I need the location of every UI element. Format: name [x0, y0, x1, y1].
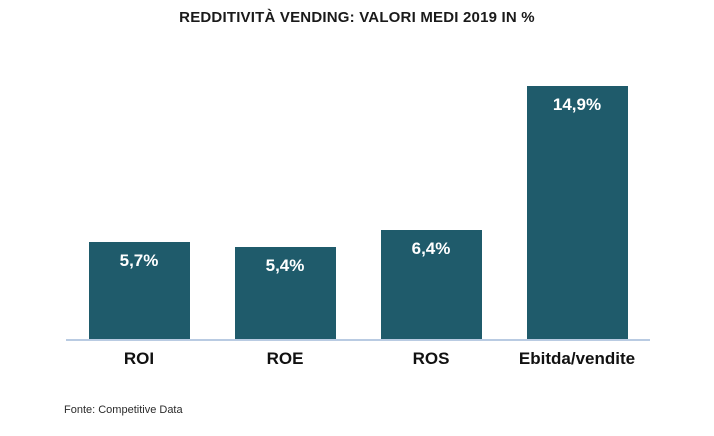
bar-slot-ros: 6,4% [358, 69, 504, 339]
plot-area: 5,7% 5,4% 6,4% 14,9% [66, 69, 650, 341]
chart-title: REDDITIVITÀ VENDING: VALORI MEDI 2019 IN… [179, 9, 535, 26]
bar-slot-ebitda-vendite: 14,9% [504, 69, 650, 339]
bar-value-label-roi: 5,7% [119, 251, 159, 270]
category-label-ros: ROS [412, 349, 450, 368]
bar-ebitda-vendite: 14,9% [526, 86, 628, 339]
bar-value-label-ebitda-vendite: 14,9% [552, 95, 602, 114]
category-label-ebitda-vendite: Ebitda/vendite [518, 349, 636, 368]
category-label-roe: ROE [266, 349, 304, 368]
bar-value-label-ros: 6,4% [411, 239, 451, 258]
bar-slot-roi: 5,7% [66, 69, 212, 339]
bar-value-label-roe: 5,4% [265, 256, 305, 275]
bar-ros: 6,4% [380, 230, 482, 339]
bar-slot-roe: 5,4% [212, 69, 358, 339]
category-label-roi: ROI [123, 349, 155, 368]
bar-roe: 5,4% [234, 247, 336, 339]
x-axis-category-row: ROI ROE ROS Ebitda/vendite [66, 349, 650, 369]
bar-roi: 5,7% [88, 242, 190, 339]
source-note: Fonte: Competitive Data [64, 404, 183, 416]
